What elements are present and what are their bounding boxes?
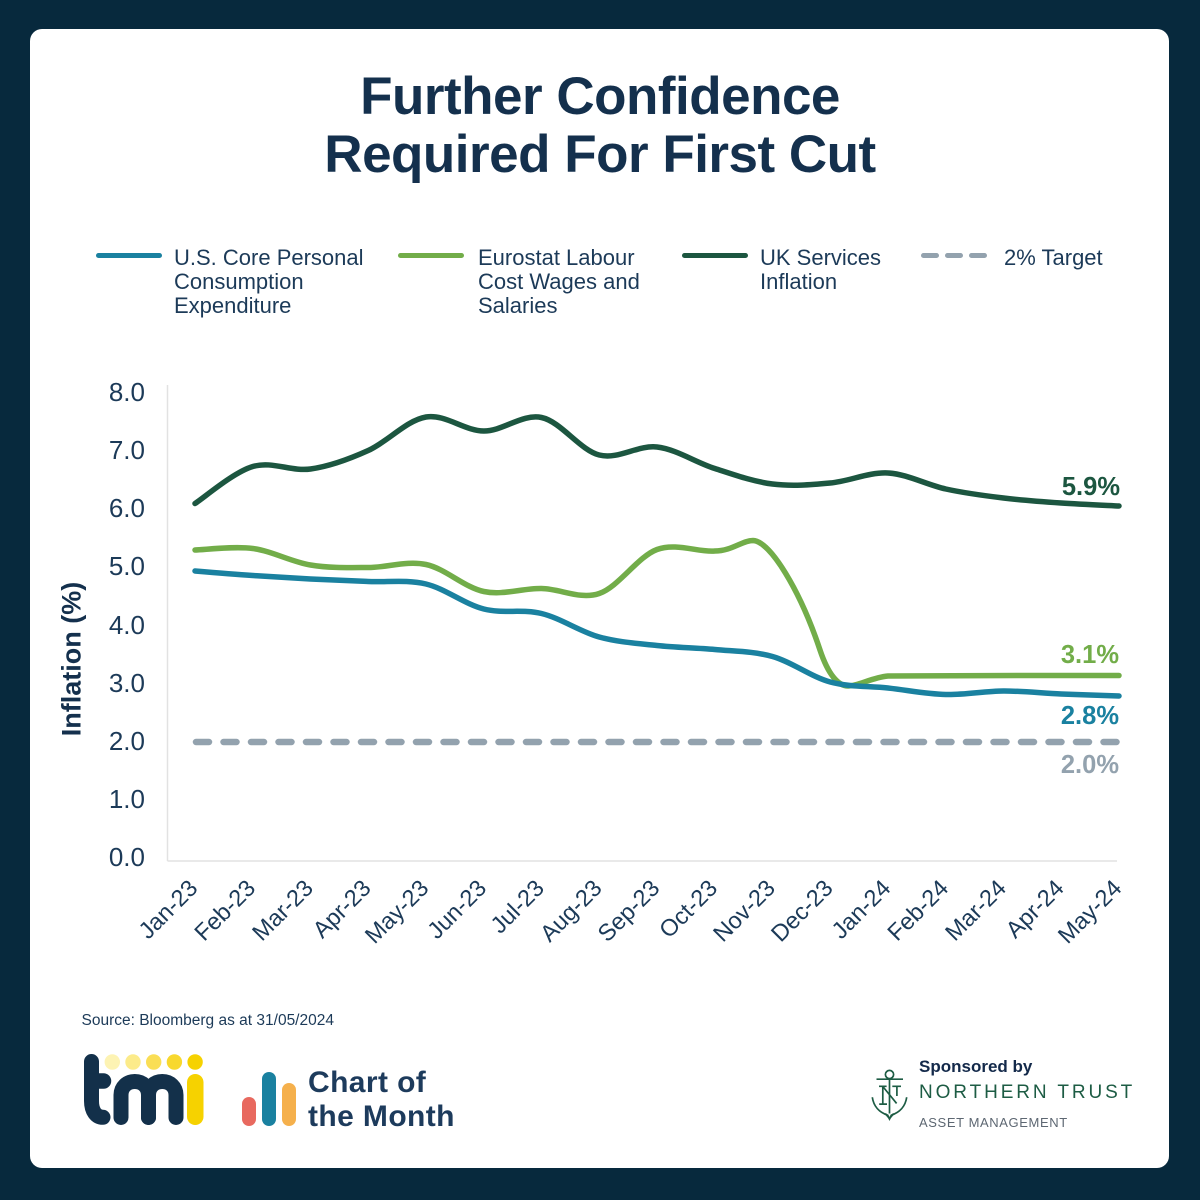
svg-text:3.0: 3.0 <box>109 668 145 698</box>
svg-text:Jun-23: Jun-23 <box>422 875 491 944</box>
svg-text:8.0: 8.0 <box>109 377 145 407</box>
svg-text:2.0: 2.0 <box>109 726 145 756</box>
svg-text:5.0: 5.0 <box>109 551 145 581</box>
svg-text:7.0: 7.0 <box>109 435 145 465</box>
svg-text:4.0: 4.0 <box>109 610 145 640</box>
svg-text:Aug-23: Aug-23 <box>535 875 607 947</box>
svg-text:Sep-23: Sep-23 <box>593 875 665 947</box>
svg-text:3.1%: 3.1% <box>1061 641 1119 669</box>
svg-text:Jan-24: Jan-24 <box>826 875 895 944</box>
svg-text:May-24: May-24 <box>1053 875 1127 949</box>
svg-text:2.0%: 2.0% <box>1061 751 1119 779</box>
svg-text:Mar-24: Mar-24 <box>940 875 1011 946</box>
svg-text:2.8%: 2.8% <box>1061 702 1119 730</box>
svg-text:Feb-23: Feb-23 <box>189 875 260 946</box>
svg-text:Inflation (%): Inflation (%) <box>57 582 87 736</box>
svg-text:May-23: May-23 <box>360 875 434 949</box>
svg-text:Jan-23: Jan-23 <box>133 875 202 944</box>
svg-text:5.9%: 5.9% <box>1062 473 1120 501</box>
svg-text:Nov-23: Nov-23 <box>708 875 780 947</box>
svg-text:0.0: 0.0 <box>109 842 145 872</box>
svg-text:Dec-23: Dec-23 <box>766 875 838 947</box>
svg-text:1.0: 1.0 <box>109 784 145 814</box>
svg-text:Mar-23: Mar-23 <box>247 875 318 946</box>
svg-text:6.0: 6.0 <box>109 493 145 523</box>
svg-text:Feb-24: Feb-24 <box>882 875 953 946</box>
